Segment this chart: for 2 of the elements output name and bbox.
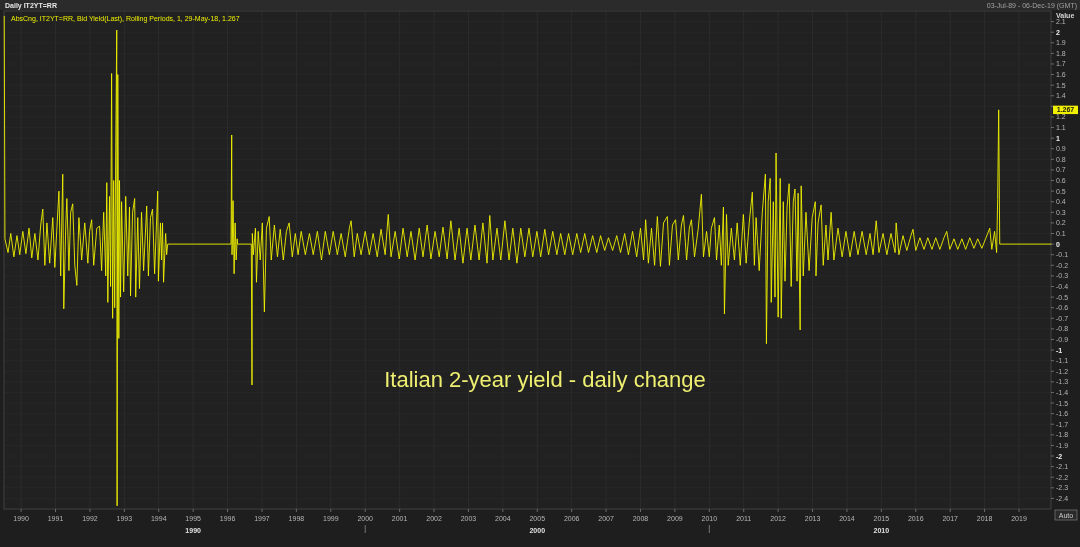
line-series xyxy=(3,15,1052,507)
text: Italian 2-year yield - daily change xyxy=(384,367,706,392)
